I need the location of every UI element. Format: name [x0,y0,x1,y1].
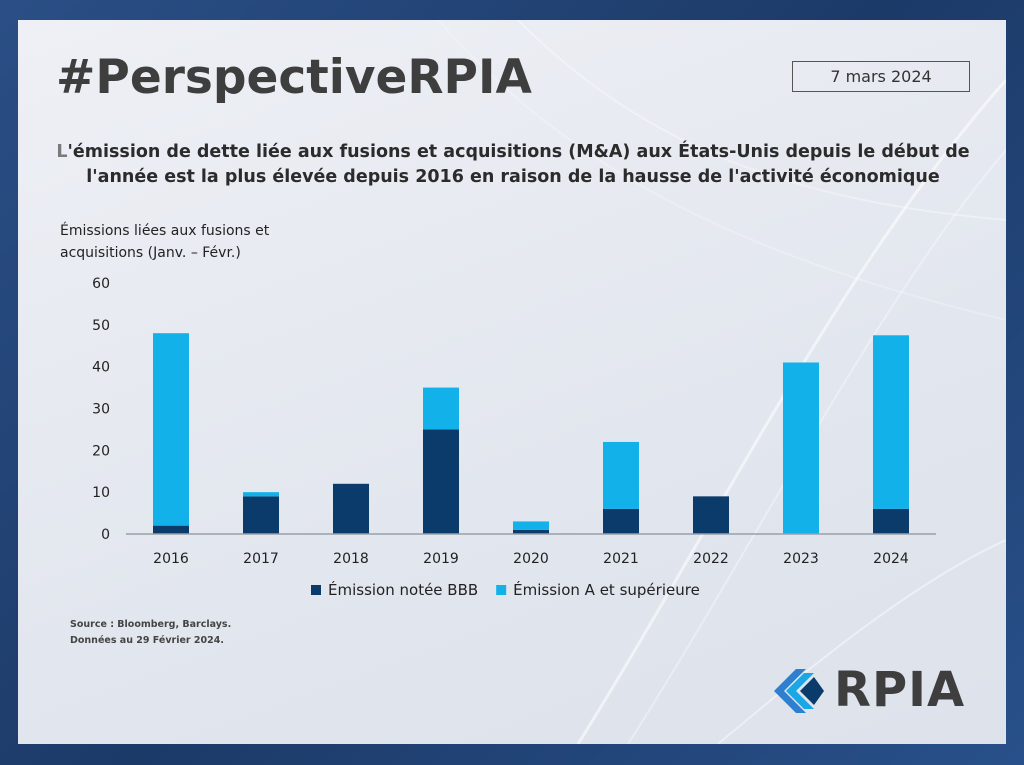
hashtag-title: #PerspectiveRPIA [56,50,532,105]
x-tick-label: 2021 [603,551,639,567]
x-tick-label: 2017 [243,551,279,567]
y-tick-label: 60 [92,276,110,292]
bar-bbb-2016 [153,525,189,534]
headline-line-1: 'émission de dette liée aux fusions et a… [67,142,970,162]
date-text: 7 mars 2024 [830,67,932,86]
bar-bbb-2024 [873,508,909,534]
y-tick-label: 40 [92,360,110,376]
bars [153,333,909,534]
y-tick-label: 30 [92,402,110,418]
bar-bbb-2020 [513,529,549,534]
rpia-logo: RPIA [770,662,980,718]
bar-a-plus-2016 [153,333,189,526]
y-axis-title-line-1: Émissions liées aux fusions et [60,223,270,239]
source-line-1: Source : Bloomberg, Barclays. [70,619,232,630]
x-tick-label: 2018 [333,551,369,567]
x-tick-label: 2023 [783,551,819,567]
y-tick-label: 10 [92,485,110,501]
y-tick-label: 50 [92,318,110,334]
headline-lead-letter: L [56,142,68,162]
x-axis-ticks: 2016 2017 2018 2019 2020 2021 2022 2023 2024 [153,551,909,567]
bar-bbb-2019 [423,429,459,534]
x-tick-label: 2022 [693,551,729,567]
rpia-logo-mark-icon [774,669,824,713]
legend: Émission notée BBB Émission A et supérieu… [311,580,700,599]
source-line-2: Données au 29 Février 2024. [70,635,224,646]
headline-line-2: l'année est la plus élevée depuis 2016 e… [86,167,940,187]
bar-a-plus-2021 [603,441,639,509]
bar-a-plus-2024 [873,335,909,509]
legend-label-a-plus: Émission A et supérieure [513,580,700,599]
bar-bbb-2018 [333,483,369,534]
bar-bbb-2021 [603,508,639,534]
x-tick-label: 2019 [423,551,459,567]
bar-a-plus-2017 [243,492,279,497]
bar-a-plus-2019 [423,387,459,430]
legend-swatch-a-plus [496,585,507,595]
y-axis-ticks: 0 10 20 30 40 50 60 [92,276,110,543]
bar-bbb-2022 [693,496,729,534]
legend-swatch-bbb [311,585,321,595]
legend-label-bbb: Émission notée BBB [328,580,478,599]
y-axis-title-line-2: acquisitions (Janv. – Févr.) [60,245,241,261]
y-tick-label: 0 [101,527,110,543]
rpia-logo-text: RPIA [834,662,966,718]
bar-a-plus-2020 [513,521,549,530]
y-axis-title: Émissions liées aux fusions et acquisiti… [60,220,340,264]
bar-a-plus-2023 [783,362,819,534]
x-tick-label: 2016 [153,551,189,567]
slide-card: #PerspectiveRPIA 7 mars 2024 L'émission … [18,20,1006,744]
y-tick-label: 20 [92,443,110,459]
date-badge: 7 mars 2024 [792,61,970,92]
headline: L'émission de dette liée aux fusions et … [38,140,988,190]
source-note: Source : Bloomberg, Barclays. Données au… [70,617,231,649]
bar-bbb-2017 [243,496,279,534]
x-tick-label: 2020 [513,551,549,567]
x-tick-label: 2024 [873,551,909,567]
